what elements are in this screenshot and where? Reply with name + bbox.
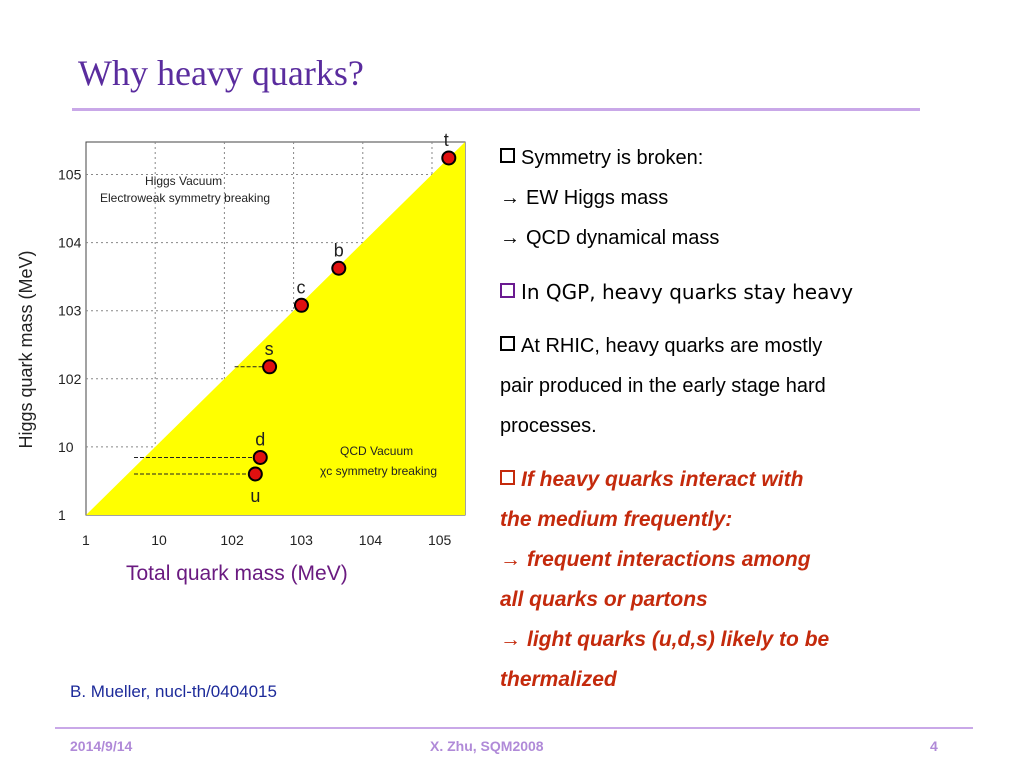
y-tick-label: 10 [58,439,74,455]
data-point-b [331,260,347,276]
lower-region-subtitle: χc symmetry breaking [320,464,437,478]
bullet-list: Symmetry is broken: → EW Higgs mass → QCD … [500,138,980,700]
point-label-c: c [296,277,305,297]
y-tick-label: 103 [58,303,82,319]
checkbox-bullet-icon [500,283,515,298]
footer-date: 2014/9/14 [70,738,133,754]
data-point-u [247,466,263,482]
bullet-interact-2: the medium frequently: [500,508,733,531]
point-label-s: s [265,339,274,359]
bullet-interact-1: If heavy quarks interact with [500,460,980,500]
sub-bullet-qcd: → QCD dynamical mass [500,227,720,249]
x-axis-caption: Total quark mass (MeV) [126,562,348,585]
upper-region-title: Higgs Vacuum [145,174,222,188]
bullet-interact-4: all quarks or partons [500,588,708,611]
bullet-interact-5: → light quarks (u,d,s) likely to be [500,628,830,651]
arrow-right-icon: → [500,227,520,249]
point-label-t: t [444,130,449,150]
y-tick-label: 1 [58,507,66,523]
arrow-right-icon: → [500,548,521,571]
sub-bullet-ew: → EW Higgs mass [500,187,669,209]
y-tick-label: 102 [58,371,82,387]
arrow-right-icon: → [500,187,520,209]
qcd-region-fill [86,142,465,515]
x-tick-label: 102 [220,532,244,548]
bullet-rhic-2: pair produced in the early stage hard [500,375,826,397]
point-label-b: b [334,240,344,260]
y-tick-label: 105 [58,166,82,182]
checkbox-bullet-icon [500,470,515,485]
upper-region-subtitle: Electroweak symmetry breaking [100,191,270,205]
x-tick-label: 103 [290,532,314,548]
lower-region-title: QCD Vacuum [340,444,413,458]
bullet-symmetry: Symmetry is broken: [500,138,980,178]
y-axis-label: Higgs quark mass (MeV) [16,250,36,448]
arrow-right-icon: → [500,628,521,651]
x-tick-label: 1 [82,532,90,548]
title-divider [72,108,920,111]
citation: B. Mueller, nucl-th/0404015 [70,682,277,701]
y-tick-label: 104 [58,235,82,251]
x-tick-label: 105 [428,532,452,548]
guide-lines [134,366,270,475]
page-number: 4 [930,738,938,754]
footer-author: X. Zhu, SQM2008 [430,738,544,754]
bullet-interact-3: → frequent interactions among [500,548,811,571]
data-point-t [441,150,457,166]
data-point-s [262,359,278,375]
page-title: Why heavy quarks? [78,53,364,93]
bullet-interact-6: thermalized [500,668,617,691]
quark-mass-chart: t b c s d u 1 10 102 103 104 105 1 10 102 103 104 105 Hi… [16,130,466,548]
point-label-d: d [255,429,265,449]
bullet-rhic-3: processes. [500,415,597,437]
footer-divider [55,727,973,729]
point-label-u: u [250,486,260,506]
x-tick-label: 104 [359,532,383,548]
checkbox-bullet-icon [500,148,515,163]
data-point-c [293,297,309,313]
checkbox-bullet-icon [500,336,515,351]
bullet-rhic-1: At RHIC, heavy quarks are mostly [500,326,980,366]
bullet-qgp: In QGP, heavy quarks stay heavy [500,272,980,312]
data-point-d [252,449,268,465]
x-tick-label: 10 [151,532,167,548]
